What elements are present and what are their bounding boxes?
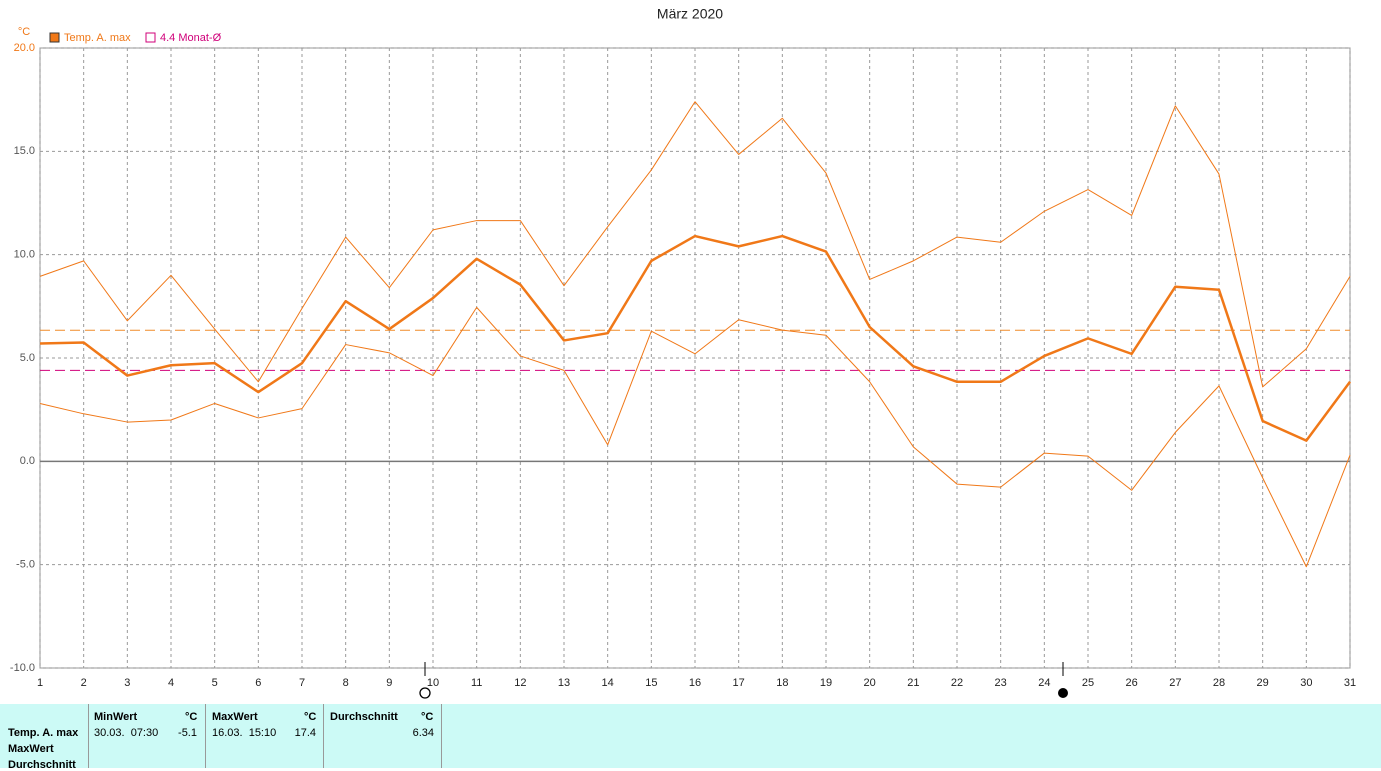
y-unit: °C xyxy=(18,26,30,38)
y-tick-label: 0.0 xyxy=(20,455,35,467)
row-label: MaxWert xyxy=(8,743,54,755)
side-strip xyxy=(1352,0,1381,704)
x-tick-label: 13 xyxy=(558,677,570,689)
legend-label: 4.4 Monat-Ø xyxy=(160,32,222,44)
x-tick-label: 27 xyxy=(1169,677,1181,689)
column-separator xyxy=(441,704,442,768)
chart: März 2020 °C 1 2 3 4 5 6 7 8 9 10 11 12 13 14 15 16 17 18… xyxy=(9,0,1381,704)
header-cell: MaxWert xyxy=(212,711,258,723)
header-cell: Durchschnitt xyxy=(330,711,398,723)
cell: -5.1 xyxy=(178,727,197,739)
x-tick-label: 11 xyxy=(471,677,482,689)
x-tick-label: 31 xyxy=(1344,677,1356,689)
legend-swatch xyxy=(49,32,60,43)
y-tick-label: -10.0 xyxy=(10,662,35,674)
range-line xyxy=(39,306,1351,568)
x-tick-label: 30 xyxy=(1300,677,1312,689)
x-tick-label: 10 xyxy=(427,677,439,689)
x-tick-label: 24 xyxy=(1038,677,1050,689)
x-tick-label: 5 xyxy=(212,677,218,689)
x-tick-label: 15 xyxy=(645,677,657,689)
header-cell: °C xyxy=(304,711,317,723)
header-cell: MinWert xyxy=(94,711,138,723)
y-tick-label: 20.0 xyxy=(14,42,35,54)
x-tick-label: 26 xyxy=(1126,677,1138,689)
column-separator xyxy=(88,704,89,768)
x-tick-label: 28 xyxy=(1213,677,1225,689)
x-tick-label: 4 xyxy=(168,677,174,689)
range-line xyxy=(39,101,1351,388)
x-tick-label: 22 xyxy=(951,677,963,689)
y-tick-label: 10.0 xyxy=(14,249,35,261)
x-tick-label: 14 xyxy=(602,677,614,689)
x-tick-label: 23 xyxy=(995,677,1007,689)
x-tick-label: 29 xyxy=(1257,677,1269,689)
new-moon-icon xyxy=(1058,688,1068,698)
x-tick-label: 8 xyxy=(343,677,349,689)
y-tick-label: -5.0 xyxy=(16,559,35,571)
x-tick-label: 18 xyxy=(776,677,788,689)
column-separator xyxy=(205,704,206,768)
y-tick-label: 5.0 xyxy=(20,352,35,364)
x-tick-label: 17 xyxy=(733,677,745,689)
x-tick-label: 20 xyxy=(864,677,876,689)
row-label: Temp. A. max xyxy=(8,727,79,739)
full-moon-icon xyxy=(419,687,431,699)
legend: Temp. A. max 4.4 Monat-Ø xyxy=(49,32,222,44)
x-tick-label: 21 xyxy=(907,677,919,689)
header-cell: °C xyxy=(421,711,434,723)
cell: 6.34 xyxy=(412,727,434,739)
x-tick-label: 16 xyxy=(689,677,701,689)
cell: 30.03. 07:30 xyxy=(94,727,159,739)
x-tick-label: 3 xyxy=(124,677,130,689)
x-tick-label: 9 xyxy=(386,677,392,689)
y-tick-label: 15.0 xyxy=(14,145,35,157)
x-tick-label: 19 xyxy=(820,677,832,689)
x-tick-label: 1 xyxy=(37,677,43,689)
legend-swatch xyxy=(145,32,156,43)
cell: 17.4 xyxy=(294,727,316,739)
legend-label: Temp. A. max xyxy=(64,32,131,44)
header-cell: °C xyxy=(185,711,198,723)
column-separator xyxy=(323,704,324,768)
stats-table: MinWert °C MaxWert °C Durchschnitt °C Te… xyxy=(0,704,1381,771)
chart-title: März 2020 xyxy=(657,6,723,22)
x-tick-label: 25 xyxy=(1082,677,1094,689)
x-tick-label: 6 xyxy=(255,677,261,689)
x-tick-label: 12 xyxy=(514,677,526,689)
x-tick-label: 2 xyxy=(81,677,87,689)
row-label: Durchschnitt xyxy=(8,759,76,771)
x-tick-label: 7 xyxy=(299,677,305,689)
cell: 16.03. 15:10 xyxy=(212,727,277,739)
series-line xyxy=(39,234,1352,442)
